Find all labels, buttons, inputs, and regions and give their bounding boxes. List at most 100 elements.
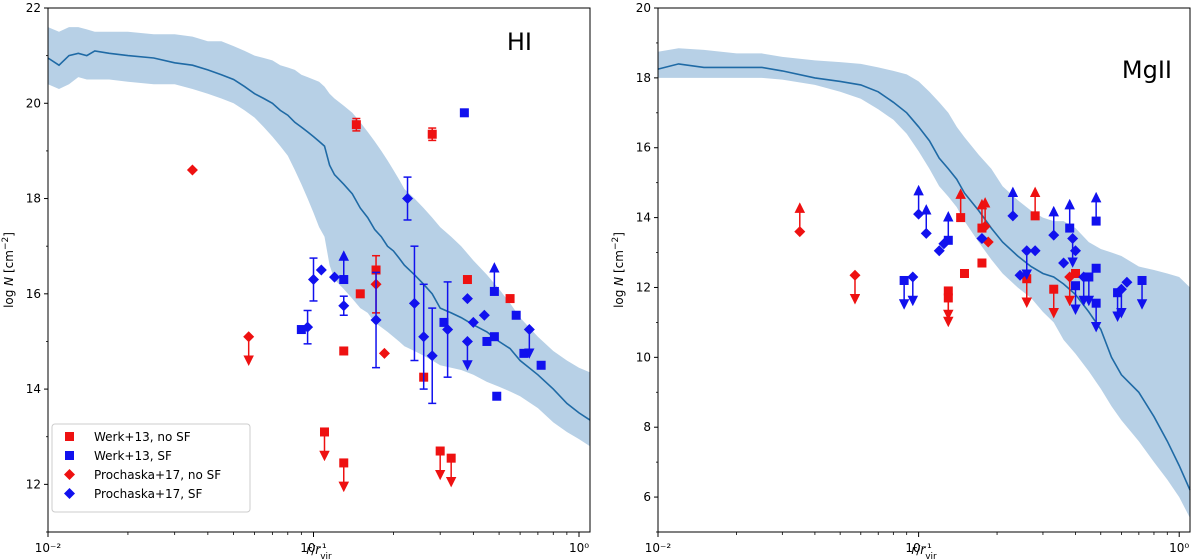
marker-diamond — [849, 269, 861, 281]
marker-square — [1030, 211, 1040, 221]
data-point-diamond — [186, 164, 198, 176]
data-point-diamond — [308, 257, 320, 302]
y-tick-label: 18 — [26, 192, 41, 206]
data-point-diamond — [1064, 271, 1076, 307]
data-point-diamond — [338, 295, 350, 317]
marker-diamond — [1078, 271, 1090, 283]
marker-diamond — [976, 233, 988, 245]
data-point-diamond — [370, 271, 382, 369]
data-point-square — [338, 458, 350, 493]
marker-diamond — [1007, 210, 1019, 222]
hi-model-median — [47, 50, 591, 421]
marker-diamond — [378, 347, 390, 359]
marker-diamond — [467, 316, 479, 328]
data-point-diamond — [442, 281, 454, 378]
marker-diamond — [418, 331, 430, 343]
marker-diamond — [938, 238, 950, 250]
marker-square — [1049, 284, 1059, 294]
data-point-square — [505, 294, 515, 304]
marker-diamond — [1058, 257, 1070, 269]
data-point-square — [511, 310, 521, 320]
y-tick-label: 20 — [26, 96, 41, 110]
data-point-square — [943, 293, 954, 328]
marker-square — [339, 346, 349, 356]
y-tick-label: 12 — [26, 477, 41, 491]
y-tick-label: 14 — [636, 211, 651, 225]
marker-diamond — [478, 309, 490, 321]
data-point-diamond — [1121, 276, 1133, 288]
data-point-diamond — [933, 245, 945, 257]
marker-square — [536, 360, 546, 370]
marker-diamond — [920, 227, 932, 239]
y-tick-label: 14 — [26, 382, 41, 396]
marker-diamond — [1115, 283, 1127, 295]
marker-diamond — [408, 297, 420, 309]
data-point-diamond — [849, 269, 861, 305]
x-tick-label: 10⁻¹ — [905, 541, 932, 555]
data-point-square — [1029, 186, 1041, 221]
marker-square — [956, 213, 966, 223]
data-point-square — [489, 262, 500, 296]
data-point-square — [1048, 284, 1059, 319]
marker-diamond — [315, 264, 327, 276]
data-point-diamond — [1078, 271, 1090, 307]
marker-square — [1091, 298, 1101, 308]
data-point-diamond — [378, 347, 390, 359]
x-tick-label: 10⁻² — [35, 541, 62, 555]
data-point-diamond — [794, 202, 806, 238]
data-point-diamond — [329, 271, 341, 283]
data-point-square — [1090, 298, 1102, 333]
legend-label: Werk+13, SF — [94, 449, 172, 463]
marker-square — [511, 310, 521, 320]
data-point-square — [519, 348, 529, 358]
data-point-square — [489, 332, 499, 342]
marker-diamond — [1021, 245, 1033, 257]
data-point-square — [462, 275, 472, 285]
marker-diamond — [913, 208, 925, 220]
mgii-y-axis-label: log N [cm−2] — [611, 232, 626, 308]
marker-diamond — [308, 274, 320, 286]
marker-square — [1071, 268, 1081, 278]
marker-square — [1065, 223, 1075, 233]
hi-model-band — [48, 27, 590, 447]
data-point-diamond — [1070, 245, 1082, 257]
data-point-square — [536, 360, 546, 370]
marker-diamond — [1048, 229, 1060, 241]
marker-square — [351, 120, 361, 130]
data-point-diamond — [461, 293, 473, 305]
marker-square — [462, 275, 472, 285]
marker-diamond — [933, 245, 945, 257]
hi-y-axis-label: log N [cm−2] — [1, 232, 16, 308]
marker-diamond — [794, 226, 806, 238]
mgii-panel: 6 8 10 12 14 16 18 20 10⁻² 10⁻¹ 10⁰ MgII log N [cm… — [611, 1, 1191, 560]
data-point-square — [1090, 191, 1102, 226]
marker-square — [319, 427, 329, 437]
legend-entry-werk-nosf: Werk+13, no SF — [65, 430, 191, 444]
marker-square — [943, 286, 953, 296]
marker-diamond — [243, 331, 255, 343]
legend-marker-square-blue — [65, 451, 74, 460]
marker-square — [1113, 288, 1123, 298]
marker-square — [489, 332, 499, 342]
x-tick-label: 10⁰ — [569, 541, 589, 555]
marker-square — [977, 258, 987, 268]
data-point-square — [296, 325, 306, 335]
legend-entry-werk-sf: Werk+13, SF — [65, 449, 172, 463]
model-median-line — [657, 63, 1191, 491]
mgii-x-axis-label: r/rvir — [911, 543, 937, 560]
marker-square — [943, 235, 953, 245]
marker-square — [505, 294, 515, 304]
x-tick-label: 10⁻¹ — [300, 541, 327, 555]
y-tick-label: 10 — [636, 350, 651, 364]
marker-square — [355, 289, 365, 299]
data-point-diamond — [315, 264, 327, 276]
data-point-diamond — [907, 271, 919, 307]
legend-label: Prochaska+17, no SF — [94, 468, 221, 482]
y-tick-label: 20 — [636, 1, 651, 15]
marker-diamond — [1064, 271, 1076, 283]
mgii-panel-title: MgII — [1122, 56, 1172, 84]
data-point-diamond — [402, 176, 414, 221]
data-point-diamond — [418, 283, 430, 390]
data-point-diamond — [523, 324, 535, 359]
